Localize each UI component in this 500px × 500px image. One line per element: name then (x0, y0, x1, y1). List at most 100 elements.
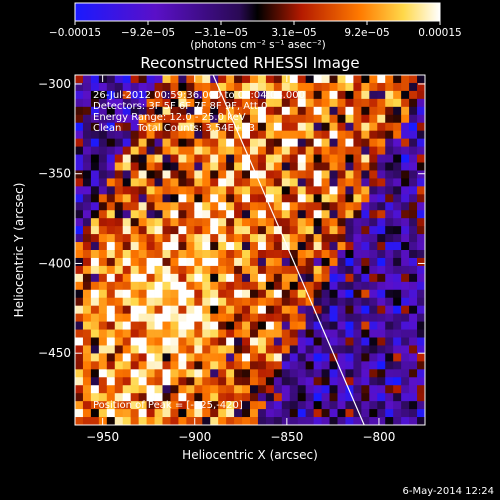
heatmap-cell (257, 90, 267, 100)
heatmap-cell (329, 305, 338, 315)
heatmap-cell (186, 242, 195, 251)
heatmap-cell (114, 186, 124, 195)
heatmap-cell (385, 297, 394, 307)
heatmap-cell (281, 257, 291, 267)
heatmap-cell (242, 98, 251, 108)
heatmap-cell (106, 321, 116, 330)
heatmap-cell (82, 162, 92, 171)
heatmap-cell (202, 114, 211, 124)
heatmap-cell (146, 114, 155, 124)
heatmap-cell (218, 321, 227, 330)
heatmap-cell (313, 82, 322, 92)
heatmap-cell (90, 321, 100, 330)
heatmap-cell (186, 210, 195, 219)
heatmap-cell (194, 218, 203, 227)
heatmap-cell (393, 186, 402, 195)
heatmap-cell (273, 154, 283, 163)
heatmap-cell (289, 234, 299, 243)
heatmap-cell (305, 361, 315, 370)
heatmap-cell (273, 138, 283, 147)
heatmap-cell (218, 130, 227, 140)
heatmap-cell (401, 226, 410, 235)
heatmap-cell (393, 234, 402, 243)
heatmap-cell (329, 138, 338, 147)
heatmap-cell (98, 265, 108, 275)
heatmap-cell (345, 178, 354, 187)
heatmap-cell (122, 281, 132, 291)
heatmap-cell (361, 138, 370, 147)
heatmap-cell (202, 313, 211, 322)
heatmap-cell (154, 122, 163, 132)
heatmap-cell (90, 305, 100, 315)
heatmap-cell (361, 337, 370, 346)
heatmap-cell (202, 250, 211, 259)
heatmap-cell (313, 305, 322, 315)
heatmap-cell (162, 178, 171, 187)
heatmap-cell (82, 122, 92, 132)
heatmap-cell (202, 154, 211, 163)
heatmap-cell (98, 234, 108, 243)
heatmap-cell (218, 313, 227, 322)
heatmap-cell (178, 90, 187, 100)
heatmap-cell (297, 162, 307, 171)
heatmap-cell (257, 385, 267, 394)
heatmap-cell (401, 194, 410, 203)
heatmap-cell (385, 337, 394, 346)
heatmap-cell (130, 162, 140, 171)
heatmap-cell (361, 353, 370, 362)
heatmap-cell (210, 210, 219, 219)
heatmap-cell (202, 329, 211, 338)
plot-frame (74, 74, 426, 426)
heatmap-cell (82, 226, 92, 235)
heatmap-cell (337, 377, 346, 386)
heatmap-cell (122, 130, 132, 140)
heatmap-cell (313, 329, 322, 338)
heatmap-cell (305, 337, 315, 346)
heatmap-cell (170, 369, 179, 378)
heatmap-cell (130, 194, 140, 203)
heatmap-cell (98, 114, 108, 124)
heatmap-cell (162, 82, 171, 92)
heatmap-cell (98, 281, 108, 291)
heatmap-cell (210, 250, 219, 259)
heatmap-cell (210, 114, 219, 124)
heatmap-cell (90, 385, 100, 394)
heatmap-cell (353, 321, 362, 330)
heatmap-cell (178, 345, 187, 354)
heatmap-cell (154, 242, 163, 251)
heatmap-cell (305, 305, 315, 315)
heatmap-cell (417, 377, 425, 386)
heatmap-cell (106, 162, 116, 171)
heatmap-cell (82, 82, 92, 92)
heatmap-cell (98, 210, 108, 219)
heatmap-cell (281, 242, 291, 251)
heatmap-cell (82, 321, 92, 330)
heatmap-cell (257, 337, 267, 346)
heatmap-cell (401, 122, 410, 132)
heatmap-cell (194, 281, 203, 291)
heatmap-cell (234, 162, 243, 171)
heatmap-cell (289, 106, 299, 116)
heatmap-cell (114, 337, 124, 346)
heatmap-cell (98, 138, 108, 147)
heatmap-cell (138, 226, 147, 235)
heatmap-cell (369, 250, 378, 259)
y-tick-label: −350 (38, 167, 71, 181)
heatmap-cell (75, 242, 84, 251)
heatmap-cell (369, 345, 378, 354)
heatmap-cell (313, 186, 322, 195)
heatmap-cell (90, 361, 100, 370)
heatmap-cell (377, 242, 386, 251)
heatmap-cell (321, 313, 330, 322)
heatmap-cell (273, 321, 283, 330)
heatmap-cell (130, 98, 140, 108)
heatmap-cell (417, 130, 425, 140)
heatmap-cell (170, 170, 179, 179)
heatmap-cell (138, 202, 147, 211)
heatmap-cell (75, 226, 84, 235)
heatmap-cell (273, 305, 283, 315)
heatmap-cell (170, 194, 179, 203)
heatmap-cell (138, 393, 147, 402)
heatmap-cell (154, 154, 163, 163)
heatmap-cell (337, 297, 346, 307)
